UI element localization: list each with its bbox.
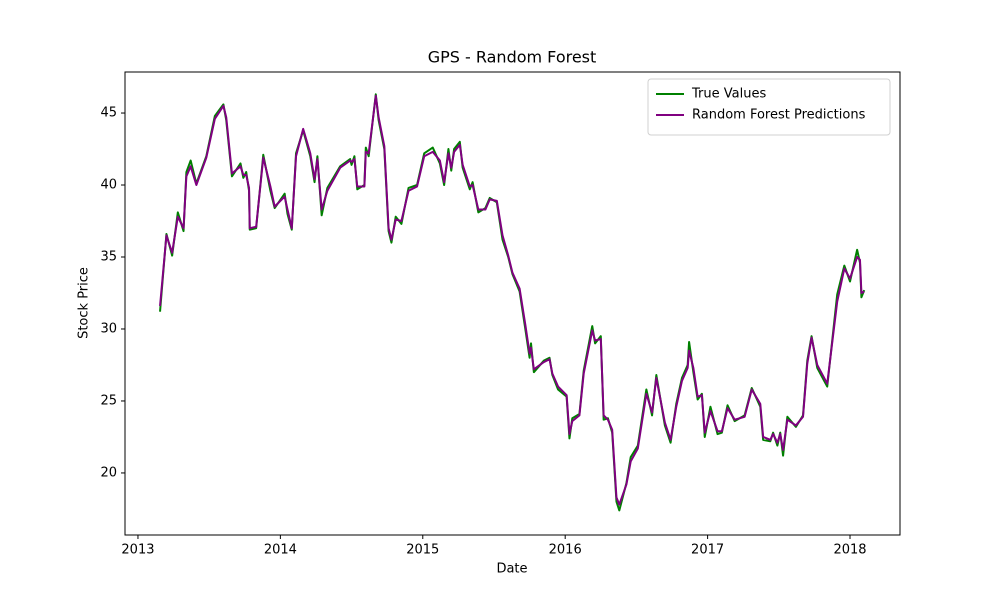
series-line	[159, 94, 865, 506]
plot-frame	[124, 71, 901, 536]
x-tick-label: 2015	[406, 543, 439, 558]
chart-title: GPS - Random Forest	[428, 48, 597, 67]
y-tick-label: 40	[100, 178, 117, 193]
y-tick-label: 35	[100, 249, 117, 264]
legend-label: Random Forest Predictions	[692, 108, 866, 123]
legend-label: True Values	[691, 87, 766, 102]
y-axis-label: Stock Price	[77, 267, 92, 339]
x-tick-label: 2016	[549, 543, 582, 558]
x-axis-label: Date	[496, 562, 527, 577]
x-tick-label: 2017	[691, 543, 724, 558]
legend: True Values Random Forest Predictions	[647, 78, 891, 136]
y-tick-label: 20	[100, 465, 117, 480]
legend-box	[647, 78, 891, 136]
x-tick-label: 2014	[264, 543, 297, 558]
y-tick-label: 30	[100, 321, 117, 336]
x-tick-label: 2013	[121, 543, 154, 558]
y-tick-label: 25	[100, 393, 117, 408]
y-tick-label: 45	[100, 106, 117, 121]
series-line	[159, 93, 866, 512]
x-tick-label: 2018	[833, 543, 866, 558]
